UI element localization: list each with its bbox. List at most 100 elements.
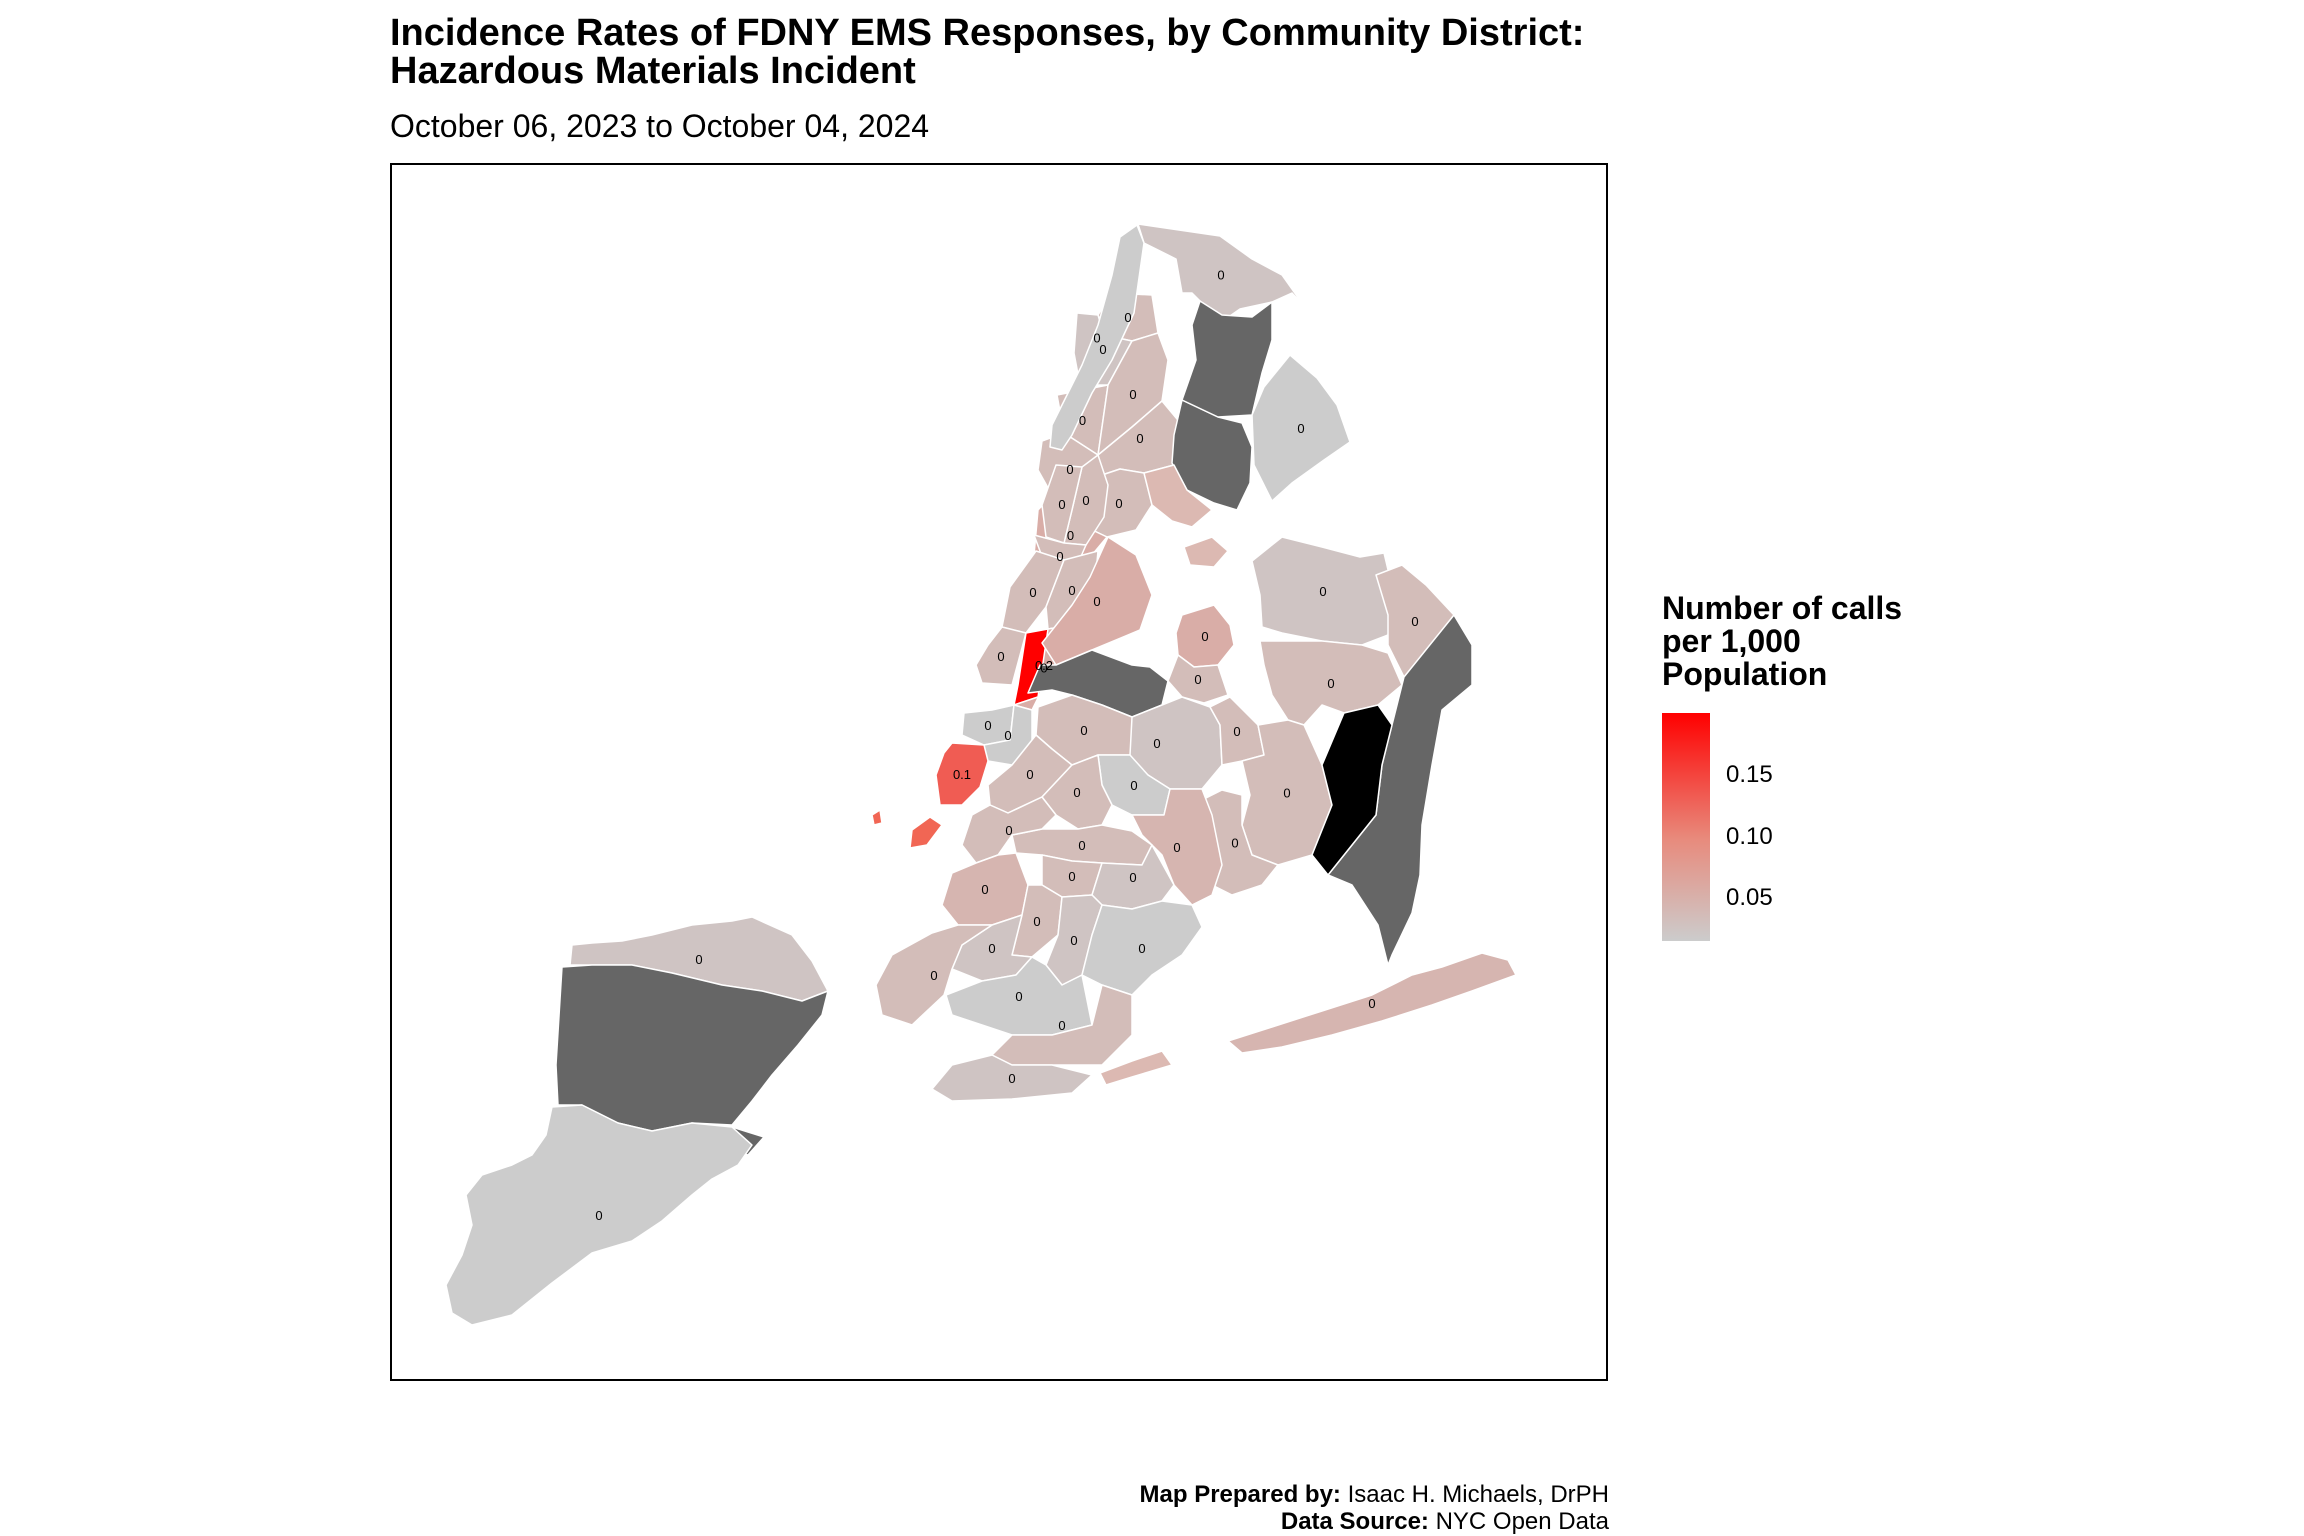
district-label-brooklyn-6: 0 xyxy=(1005,823,1012,838)
district-label-manhattan-11: 0 xyxy=(1082,493,1089,508)
district-label-queens-5: 0 xyxy=(1153,736,1160,751)
district-label-brooklyn-5: 0 xyxy=(1173,840,1180,855)
district-label-brooklyn-17: 0 xyxy=(1129,870,1136,885)
district-label-manhattan-6: 0 xyxy=(1040,661,1047,676)
district-label-bronx-1: 0 xyxy=(1067,528,1074,543)
district-label-bronx-5: 0 xyxy=(1079,413,1086,428)
district-label-bronx-12: 0 xyxy=(1217,268,1224,283)
district-bronx-10 xyxy=(1251,354,1351,502)
map-title: Incidence Rates of FDNY EMS Responses, b… xyxy=(390,14,1584,90)
legend-colorbar xyxy=(1662,713,1710,941)
district-bronx-11 xyxy=(1181,300,1273,418)
legend-tick-label: 0.10 xyxy=(1726,823,1773,850)
legend-tick-label: 0.05 xyxy=(1726,884,1773,911)
district-queens-14 xyxy=(1227,952,1517,1054)
legend-tick-mark xyxy=(1710,775,1720,777)
district-label-brooklyn-11: 0 xyxy=(1070,933,1077,948)
district-label-staten-island-1: 0 xyxy=(695,952,702,967)
district-label-brooklyn-3: 0 xyxy=(1073,785,1080,800)
district-label-queens-9: 0 xyxy=(1283,786,1290,801)
district-label-bronx-6: 0 xyxy=(1129,387,1136,402)
district-manhattan-3 xyxy=(983,704,1033,766)
map-panel: 0.1 0.2 0 0 0 0 0 0 0 0 0 0 0 0 0 0 0 0 0 0 0 0 0 0 0 0 0 0 0 0 0 0 0 0 0 0… xyxy=(390,163,1608,1381)
legend-tick-mark xyxy=(1710,837,1720,839)
district-label-queens-6: 0 xyxy=(1233,724,1240,739)
district-label-manhattan-9: 0 xyxy=(1056,549,1063,564)
district-brooklyn-5 xyxy=(1131,788,1223,906)
footer-data-source: Data Source: NYC Open Data xyxy=(1281,1508,1609,1536)
footer-source-value: NYC Open Data xyxy=(1428,1508,1609,1535)
district-label-manhattan-1: 0.1 xyxy=(953,767,971,782)
district-manhattan-12 xyxy=(1049,224,1145,451)
map-subtitle: October 06, 2023 to October 04, 2024 xyxy=(390,108,930,144)
title-line-1: Incidence Rates of FDNY EMS Responses, b… xyxy=(390,12,1585,54)
district-queens-14b xyxy=(1099,1050,1173,1086)
district-label-bronx-2: 0 xyxy=(1115,496,1122,511)
district-label-manhattan-12: 0 xyxy=(1093,331,1100,346)
district-manhattan-1 xyxy=(935,742,989,806)
district-label-queens-11: 0 xyxy=(1411,614,1418,629)
district-label-brooklyn-12: 0 xyxy=(988,941,995,956)
legend-title: Number of calls per 1,000 Population xyxy=(1662,592,1982,691)
district-brooklyn-13 xyxy=(931,1054,1093,1102)
district-label-queens-7: 0 xyxy=(1319,584,1326,599)
district-label-brooklyn-7: 0 xyxy=(981,882,988,897)
district-queens-1 xyxy=(1041,536,1153,666)
district-label-queens-3: 0 xyxy=(1201,629,1208,644)
district-label-manhattan-7: 0 xyxy=(1029,585,1036,600)
footer-prepared-label: Map Prepared by: xyxy=(1139,1481,1341,1508)
district-label-brooklyn-13: 0 xyxy=(1008,1071,1015,1086)
district-label-brooklyn-14: 0 xyxy=(1033,914,1040,929)
district-label-brooklyn-15: 0 xyxy=(1015,989,1022,1004)
district-label-brooklyn-9: 0 xyxy=(1068,869,1075,884)
district-queens-12 xyxy=(1311,704,1393,876)
district-label-manhattan-4: 0 xyxy=(997,649,1004,664)
district-bronx-9 xyxy=(1171,399,1253,511)
district-bronx-5b xyxy=(1143,464,1213,528)
legend-title-line-1: Number of calls xyxy=(1662,590,1903,626)
district-manhattan-4 xyxy=(975,626,1027,686)
legend-title-line-3: Population xyxy=(1662,656,1828,692)
footer-prepared-value: Isaac H. Michaels, DrPH xyxy=(1340,1481,1609,1508)
district-label-queens-14: 0 xyxy=(1368,996,1375,1011)
district-label-bronx-4: 0 xyxy=(1066,462,1073,477)
district-brooklyn-18 xyxy=(1081,900,1203,996)
district-label-bronx-3: 0 xyxy=(1136,431,1143,446)
district-label-brooklyn-18: 0 xyxy=(1138,941,1145,956)
district-label-brooklyn-1: 0 xyxy=(1080,723,1087,738)
district-queens-4 xyxy=(1167,654,1229,704)
district-label-brooklyn-8: 0 xyxy=(1078,838,1085,853)
footer-prepared-by: Map Prepared by: Isaac H. Michaels, DrPH xyxy=(1140,1481,1609,1509)
island-liberty xyxy=(871,809,883,826)
district-label-bronx-10: 0 xyxy=(1297,421,1304,436)
district-label-manhattan-10: 0 xyxy=(1058,497,1065,512)
district-brooklyn-10 xyxy=(875,924,993,1026)
district-label-queens-10: 0 xyxy=(1231,836,1238,851)
island-governors xyxy=(909,816,943,849)
district-queens-rikers xyxy=(1183,536,1229,568)
district-label-brooklyn-16: 0 xyxy=(1058,1018,1065,1033)
district-label-brooklyn-10: 0 xyxy=(930,968,937,983)
legend-title-line-2: per 1,000 xyxy=(1662,623,1801,659)
district-label-manhattan-8: 0 xyxy=(1068,583,1075,598)
district-label-staten-island-3: 0 xyxy=(595,1208,602,1223)
footer-source-label: Data Source: xyxy=(1280,1508,1429,1535)
district-label-brooklyn-2: 0 xyxy=(1026,767,1033,782)
district-staten-island-3 xyxy=(445,1104,753,1326)
district-label-manhattan-3: 0 xyxy=(1004,728,1011,743)
district-label-manhattan-5: 0.2 xyxy=(1035,658,1053,673)
district-label-brooklyn-4: 0 xyxy=(1130,778,1137,793)
legend-tick-mark xyxy=(1710,898,1720,900)
district-label-bronx-8: 0 xyxy=(1099,342,1106,357)
legend-tick-label: 0.15 xyxy=(1726,761,1773,788)
district-label-bronx-7: 0 xyxy=(1124,310,1131,325)
district-label-manhattan-2: 0 xyxy=(984,718,991,733)
district-label-queens-1: 0 xyxy=(1093,594,1100,609)
district-brooklyn-6 xyxy=(961,796,1057,864)
district-label-queens-8: 0 xyxy=(1327,676,1334,691)
title-line-2: Hazardous Materials Incident xyxy=(390,50,916,92)
district-brooklyn-15 xyxy=(945,956,1093,1036)
district-label-queens-4: 0 xyxy=(1194,672,1201,687)
